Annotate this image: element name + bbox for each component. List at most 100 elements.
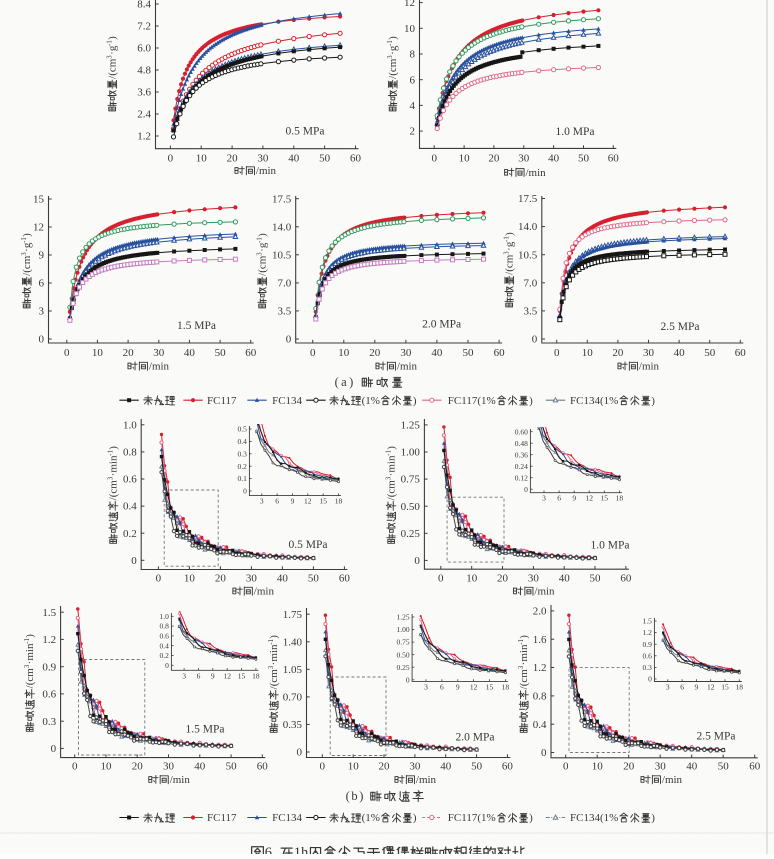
svg-text:/min: /min xyxy=(416,774,437,786)
svg-text:30: 30 xyxy=(528,573,540,585)
svg-text:60: 60 xyxy=(749,761,761,773)
svg-text:30: 30 xyxy=(518,153,530,165)
svg-text:3: 3 xyxy=(107,55,114,59)
svg-text:): ) xyxy=(529,812,533,824)
svg-text:): ) xyxy=(24,634,36,638)
svg-text:3: 3 xyxy=(504,251,511,255)
svg-text:0.5: 0.5 xyxy=(238,425,248,434)
svg-text:10: 10 xyxy=(92,347,104,359)
svg-text:0.50: 0.50 xyxy=(396,650,409,659)
svg-text:0.5 MPa: 0.5 MPa xyxy=(286,126,325,138)
svg-text:0.4: 0.4 xyxy=(160,641,170,650)
svg-text:30: 30 xyxy=(409,761,421,773)
svg-text:0: 0 xyxy=(243,487,247,496)
svg-text:0: 0 xyxy=(156,573,162,585)
svg-text:3: 3 xyxy=(518,665,525,669)
svg-text:60: 60 xyxy=(502,761,514,773)
svg-text:0: 0 xyxy=(310,347,316,359)
svg-text:30: 30 xyxy=(153,347,165,359)
svg-text:12: 12 xyxy=(304,497,312,506)
svg-text:): ) xyxy=(504,232,516,236)
svg-text:/(cm: /(cm xyxy=(504,254,516,275)
svg-text:1.2: 1.2 xyxy=(643,628,653,637)
svg-text:15: 15 xyxy=(238,671,246,680)
svg-text:): ) xyxy=(529,395,533,407)
svg-text:15: 15 xyxy=(721,683,729,692)
svg-text:20: 20 xyxy=(227,153,239,165)
svg-text:40: 40 xyxy=(686,761,698,773)
svg-text:10: 10 xyxy=(592,761,604,773)
svg-text:0.2: 0.2 xyxy=(123,528,137,540)
svg-text:-1: -1 xyxy=(504,236,511,242)
svg-text:40: 40 xyxy=(559,573,571,585)
svg-text:0: 0 xyxy=(297,747,303,759)
svg-text:18: 18 xyxy=(502,682,510,691)
svg-text:20: 20 xyxy=(497,573,509,585)
svg-text:10: 10 xyxy=(466,573,478,585)
svg-text:0.6: 0.6 xyxy=(160,632,170,641)
svg-text:2.0 MPa: 2.0 MPa xyxy=(422,319,461,331)
svg-text:): ) xyxy=(107,36,119,40)
svg-text:0.75: 0.75 xyxy=(401,474,421,486)
svg-text:3.5: 3.5 xyxy=(277,306,291,318)
svg-text:0: 0 xyxy=(406,675,410,684)
svg-text:0.4: 0.4 xyxy=(533,719,547,731)
svg-text:0: 0 xyxy=(431,153,437,165)
svg-text:60: 60 xyxy=(620,573,632,585)
svg-text:3: 3 xyxy=(387,55,394,59)
svg-text:0.3: 0.3 xyxy=(643,663,653,672)
svg-text:): ) xyxy=(268,635,280,639)
svg-text:0: 0 xyxy=(438,573,444,585)
svg-text:): ) xyxy=(108,446,120,450)
svg-text:12: 12 xyxy=(33,222,44,234)
svg-text:30: 30 xyxy=(400,347,412,359)
svg-text:1.05: 1.05 xyxy=(283,664,303,676)
svg-text:30: 30 xyxy=(257,153,269,165)
svg-text:·g: ·g xyxy=(21,242,33,252)
svg-text:6.0: 6.0 xyxy=(137,43,151,55)
svg-text:60: 60 xyxy=(339,573,351,585)
svg-text:12: 12 xyxy=(470,682,478,691)
svg-text:20: 20 xyxy=(612,347,624,359)
svg-text:18: 18 xyxy=(736,683,744,692)
svg-text:17.5: 17.5 xyxy=(518,193,538,205)
svg-text:(1%: (1% xyxy=(362,395,380,407)
svg-text:): ) xyxy=(387,36,399,40)
svg-text:18: 18 xyxy=(335,497,343,506)
svg-text:3: 3 xyxy=(666,683,670,692)
svg-text:50: 50 xyxy=(226,761,238,773)
svg-text:-1: -1 xyxy=(387,40,394,46)
svg-text:/(cm: /(cm xyxy=(24,668,36,689)
svg-text:/(cm: /(cm xyxy=(268,669,280,690)
svg-text:/min: /min xyxy=(526,167,547,179)
svg-text:0.60: 0.60 xyxy=(515,427,528,436)
svg-text:0.9: 0.9 xyxy=(643,640,653,649)
svg-text:-1: -1 xyxy=(386,450,393,456)
svg-text:3: 3 xyxy=(182,671,186,680)
svg-text:1.6: 1.6 xyxy=(533,634,547,646)
svg-text:1.40: 1.40 xyxy=(283,636,303,648)
svg-text:7.2: 7.2 xyxy=(137,21,151,33)
svg-text:0.8: 0.8 xyxy=(160,622,170,631)
svg-text:0.9: 0.9 xyxy=(42,661,56,673)
svg-text:20: 20 xyxy=(488,153,500,165)
svg-text:3: 3 xyxy=(108,476,115,480)
svg-text:0.75: 0.75 xyxy=(396,638,409,647)
svg-text:50: 50 xyxy=(319,153,331,165)
svg-text:/(cm: /(cm xyxy=(518,669,530,690)
svg-text:1.5 MPa: 1.5 MPa xyxy=(177,320,216,332)
svg-text:30: 30 xyxy=(246,573,258,585)
svg-text:0.36: 0.36 xyxy=(515,450,528,459)
svg-text:0: 0 xyxy=(524,485,528,494)
svg-text:(1%: (1% xyxy=(362,812,380,824)
svg-text:FC117: FC117 xyxy=(207,395,237,407)
svg-text:15: 15 xyxy=(319,497,327,506)
svg-text:1.2: 1.2 xyxy=(137,131,151,143)
svg-text:2.0: 2.0 xyxy=(533,606,547,618)
svg-text:6: 6 xyxy=(557,494,561,503)
svg-text:/min: /min xyxy=(397,361,418,373)
svg-text:0: 0 xyxy=(72,761,78,773)
svg-text:30: 30 xyxy=(643,347,655,359)
svg-text:2: 2 xyxy=(410,126,416,138)
svg-text:): ) xyxy=(257,233,269,237)
